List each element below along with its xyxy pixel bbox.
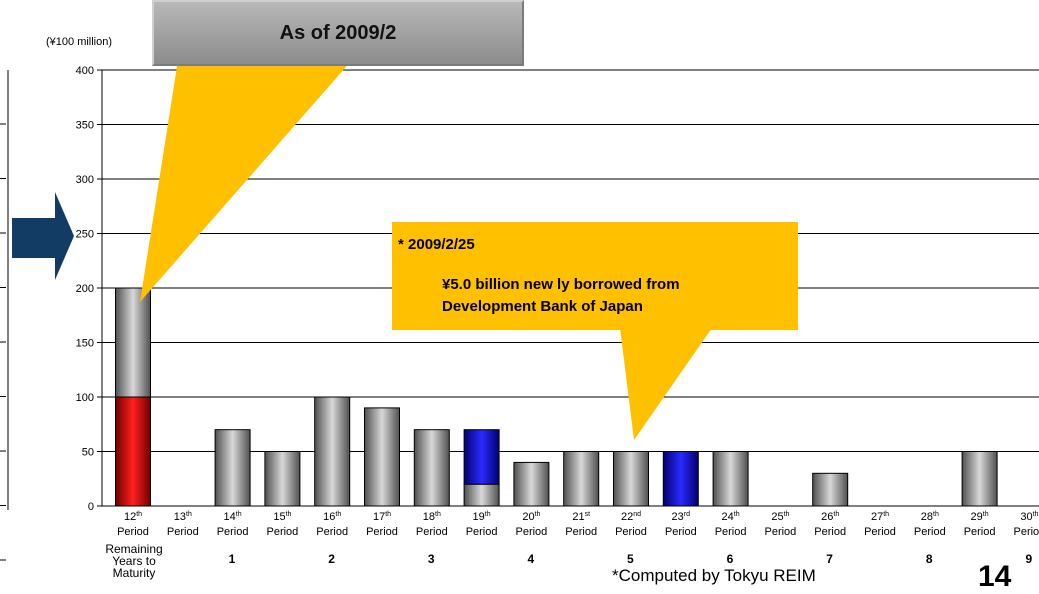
y-tick-label: 200 [76,283,94,295]
bar-gray-26 [812,472,849,507]
callout-line3: Development Bank of Japan [442,298,643,315]
x-tick-label-number: 16th [323,511,341,523]
y-tick-label: 400 [76,65,94,77]
x-tick-label-number: 20th [522,511,540,523]
remaining-years-label: Maturity [113,566,156,580]
callout-line1: * 2009/2/25 [398,236,475,253]
x-tick-label-number: 14th [224,511,242,523]
bar-gray-12 [115,287,151,398]
remaining-years-label: Years to [112,554,156,568]
remaining-years-value: 7 [826,552,833,566]
remaining-years-value: 8 [926,552,933,566]
x-tick-label-number: 29th [971,511,989,523]
x-tick-label-number: 28th [921,511,939,523]
arrow-right-icon [12,192,74,280]
x-tick-label-number: 25th [771,511,789,523]
x-tick-label-word: Period [615,526,647,538]
x-tick-label-word: Period [715,526,747,538]
x-tick-label-word: Period [267,526,299,538]
x-tick-label-word: Period [1014,526,1039,538]
x-tick-label-number: 13th [174,511,192,523]
bar-gray-18 [413,429,450,507]
x-tick-label-number: 12th [124,511,142,523]
x-tick-label-number: 18th [423,511,441,523]
footer-note: *Computed by Tokyu REIM [612,566,816,585]
remaining-years-value: 1 [229,552,236,566]
x-tick-label-word: Period [765,526,797,538]
bar-gray-20 [513,461,550,507]
y-axis-tick-labels: 0 50 100 150 200 250 300 350 400 [0,65,102,561]
chart-title: As of 2009/2 [152,0,524,66]
x-axis-tick-labels: 12th Period 13th Period 14th Period 15th Period… [117,511,1039,538]
bar-gray-14 [214,429,251,507]
x-tick-label-word: Period [914,526,946,538]
remaining-years-value: 6 [727,552,734,566]
x-tick-label-word: Period [316,526,348,538]
x-tick-label-word: Period [466,526,498,538]
remaining-years-value: 9 [1025,552,1032,566]
y-tick-label: 250 [76,229,94,241]
x-tick-label-word: Period [964,526,996,538]
x-tick-label-number: 24th [722,511,740,523]
callout-line2: ¥5.0 billion new ly borrowed from [442,276,680,293]
x-tick-label-number: 27th [871,511,889,523]
x-tick-label-word: Period [366,526,398,538]
x-tick-label-number: 23rd [672,511,691,523]
x-tick-label-number: 21st [572,511,590,523]
bar-blue-19 [463,429,500,485]
y-tick-label: 100 [76,392,94,404]
x-tick-label-word: Period [665,526,697,538]
title-pointer [140,60,352,302]
x-tick-label-number: 19th [473,511,491,523]
remaining-years-value: 2 [328,552,335,566]
bar-gray-16 [314,396,351,507]
y-axis-unit: (¥100 million) [46,36,113,48]
title-banner: As of 2009/2 [152,0,524,66]
bar-gray-21 [563,451,600,507]
callout-box [392,222,798,330]
y-tick-label: 350 [76,120,94,132]
bar-gray-24 [712,451,749,507]
bar-red-12 [115,396,151,507]
remaining-years-value: 4 [527,552,534,566]
bar-gray-19 [463,483,500,507]
x-tick-label-word: Period [814,526,846,538]
x-tick-label-number: 17th [373,511,391,523]
x-tick-label-word: Period [416,526,448,538]
x-tick-label-word: Period [167,526,199,538]
y-tick-label: 150 [76,338,94,350]
x-tick-label-number: 15th [273,511,291,523]
bar-gray-29 [961,451,998,507]
bar-blue-23 [662,451,699,507]
bar-gray-15 [264,451,301,507]
x-tick-label-word: Period [565,526,597,538]
remaining-years-value: 5 [627,552,634,566]
remaining-years-label: Remaining [105,542,162,556]
y-tick-label: 50 [82,447,94,459]
bars [115,287,998,507]
bar-gray-17 [364,407,400,507]
x-tick-label-number: 26th [821,511,839,523]
page-number: 14 [978,560,1012,593]
x-tick-label-word: Period [117,526,149,538]
x-tick-label-number: 30th [1020,511,1038,523]
x-tick-label-word: Period [217,526,249,538]
x-tick-label-word: Period [864,526,896,538]
remaining-years-value: 3 [428,552,435,566]
x-tick-label-number: 22nd [621,511,641,523]
y-tick-label: 300 [76,174,94,186]
x-tick-label-word: Period [516,526,548,538]
callout-pointer [620,328,712,440]
bar-gray-22 [613,451,649,507]
y-tick-label: 0 [88,501,94,513]
